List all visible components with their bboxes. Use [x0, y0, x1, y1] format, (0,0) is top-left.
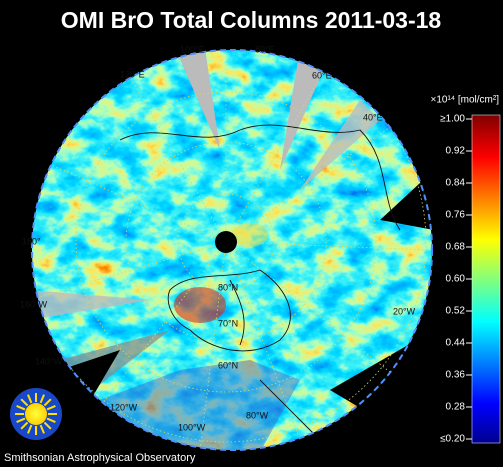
graticule	[32, 50, 431, 450]
lat-label: 70°N	[218, 318, 238, 328]
colorbar-tick-label: 0.92	[446, 146, 466, 157]
logo	[10, 388, 62, 440]
map-edge	[31, 49, 433, 451]
logo-ray	[27, 424, 33, 434]
colorbar-tick-label: 0.76	[446, 210, 466, 221]
logo-ray	[46, 417, 56, 423]
colorbar-tick-label: ≤0.20	[440, 434, 465, 445]
polar-gap	[215, 231, 237, 253]
hotspot	[174, 287, 226, 323]
logo-ray	[16, 405, 26, 411]
gap-wedge	[175, 50, 220, 150]
lon-label: 60°E	[312, 70, 332, 80]
lon-label: 80°E	[255, 44, 275, 54]
credit: Smithsonian Astrophysical Observatory	[4, 452, 196, 464]
lon-label: 100°W	[178, 422, 206, 432]
lon-label: 180°	[22, 236, 41, 246]
colorbar-label: ×10¹⁴ [mol/cm²]	[431, 95, 500, 106]
gap-wedge	[100, 360, 300, 450]
colorbar-tick-label: 0.60	[446, 274, 466, 285]
lon-label: 140°W	[35, 356, 63, 366]
colorbar-tick-label: 0.36	[446, 370, 466, 381]
title: OMI BrO Total Columns 2011-03-18	[61, 7, 442, 33]
lat-label: 80°N	[218, 282, 238, 292]
colorbar-ticks: ≥1.00 0.92 0.84 0.76 0.68 0.60 0.52 0.44 0.36 0.2…	[440, 114, 472, 445]
cut-off	[380, 170, 432, 230]
logo-ray	[39, 424, 45, 434]
lon-label: 120°E	[120, 69, 145, 79]
logo-ray	[27, 394, 33, 404]
logo-ray	[43, 398, 52, 407]
logo-ray	[39, 394, 45, 404]
lat-label: 60°N	[218, 360, 238, 370]
gap-wedge	[32, 290, 150, 320]
logo-ray	[46, 405, 56, 411]
lon-label: 80°W	[246, 410, 269, 420]
logo-rays	[15, 393, 57, 435]
logo-ray	[16, 417, 26, 423]
hotspot	[232, 223, 268, 247]
lon-label: 120°W	[110, 402, 138, 412]
colorbar-tick-label: 0.44	[446, 338, 466, 349]
logo-ray	[20, 421, 29, 430]
map-labels: 100°E 80°E 120°E 60°E 40°E 180° 160°W 14…	[20, 44, 416, 432]
logo-ray	[20, 398, 29, 407]
colorbar-tick-label: 0.52	[446, 306, 466, 317]
colorbar-tick-label: ≥1.00	[440, 114, 465, 125]
lon-label: 160°W	[20, 299, 48, 309]
colorbar	[471, 114, 501, 444]
map-disc	[32, 50, 432, 450]
colorbar-tick-label: 0.68	[446, 242, 466, 253]
lon-label: 40°E	[363, 112, 383, 122]
gap-wedge	[280, 50, 330, 170]
colorbar-tick-label: 0.84	[446, 178, 466, 189]
lon-label: 100°E	[180, 44, 205, 54]
colorbar-tick-label: 0.28	[446, 402, 466, 413]
lon-label: 20°W	[393, 306, 416, 316]
logo-sun	[25, 403, 47, 425]
logo-ray	[43, 421, 52, 430]
